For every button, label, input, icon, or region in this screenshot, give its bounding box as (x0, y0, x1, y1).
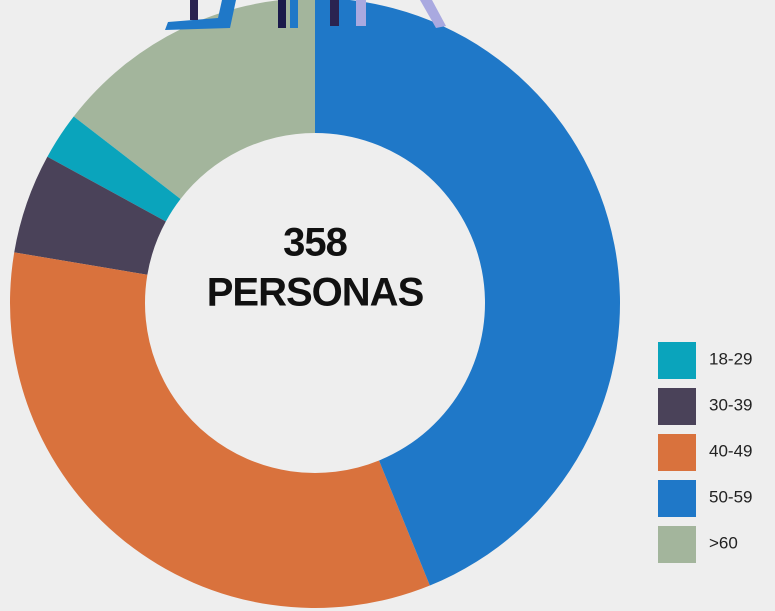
legend-label: 50-59 (709, 487, 752, 506)
legend-label: 30-39 (709, 395, 752, 414)
center-label: 358 (283, 221, 347, 265)
legend-swatch (658, 480, 696, 517)
donut (9, 0, 620, 609)
legend-label: >60 (709, 533, 738, 552)
donut-segment (14, 156, 166, 275)
center-sublabel: PERSONAS (207, 271, 424, 315)
legend-swatch (658, 526, 696, 563)
donut-segment (315, 0, 620, 586)
legend-swatch (658, 388, 696, 425)
donut-segment (9, 252, 430, 609)
legend: 18-29 30-39 40-49 50-59 >60 (658, 342, 752, 563)
legend-swatch (658, 342, 696, 379)
donut-segment (47, 116, 181, 222)
donut-segment (73, 0, 315, 200)
legend-swatch (658, 434, 696, 471)
legend-label: 18-29 (709, 349, 752, 368)
legend-label: 40-49 (709, 441, 752, 460)
illustration (165, 0, 446, 30)
